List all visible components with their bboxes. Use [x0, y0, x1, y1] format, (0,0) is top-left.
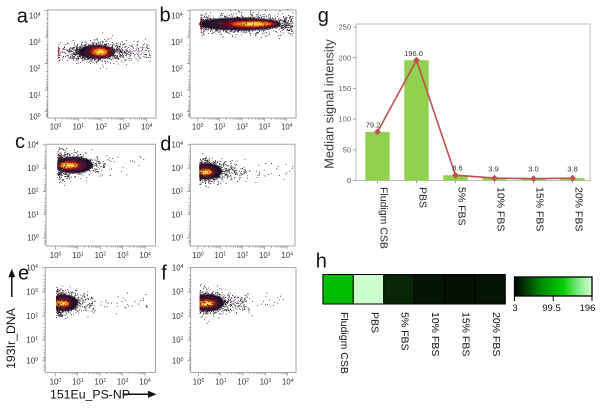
svg-text:104: 104: [172, 141, 184, 150]
svg-text:101: 101: [29, 91, 41, 100]
svg-text:100: 100: [172, 234, 184, 243]
svg-text:103: 103: [27, 164, 39, 173]
svg-text:Fludigm CSB: Fludigm CSB: [338, 312, 350, 374]
svg-text:20% FBS: 20% FBS: [490, 312, 502, 356]
svg-text:10% FBS: 10% FBS: [429, 312, 441, 356]
svg-text:100: 100: [172, 357, 184, 366]
svg-text:103: 103: [259, 123, 271, 132]
svg-text:101: 101: [215, 378, 227, 387]
svg-text:50: 50: [343, 145, 351, 154]
svg-text:102: 102: [95, 123, 107, 132]
svg-text:104: 104: [282, 378, 294, 387]
svg-text:104: 104: [281, 251, 293, 260]
svg-text:20% FBS: 20% FBS: [572, 187, 584, 231]
svg-text:5% FBS: 5% FBS: [399, 312, 411, 351]
svg-text:5% FBS: 5% FBS: [455, 187, 467, 226]
svg-text:103: 103: [29, 38, 41, 47]
svg-text:102: 102: [95, 251, 107, 260]
svg-text:102: 102: [27, 187, 39, 196]
svg-text:a: a: [17, 6, 29, 28]
svg-text:101: 101: [214, 123, 226, 132]
svg-text:100: 100: [193, 378, 205, 387]
svg-text:103: 103: [118, 123, 130, 132]
svg-text:103: 103: [117, 378, 129, 387]
svg-text:100: 100: [50, 123, 62, 132]
svg-text:104: 104: [29, 11, 41, 20]
svg-text:102: 102: [237, 378, 249, 387]
svg-text:b: b: [160, 5, 171, 27]
svg-text:196.0: 196.0: [404, 49, 423, 58]
svg-text:100: 100: [171, 112, 183, 121]
svg-text:101: 101: [215, 251, 227, 260]
svg-text:101: 101: [73, 123, 85, 132]
svg-text:193Ir_DNA: 193Ir_DNA: [4, 307, 18, 369]
svg-text:100: 100: [192, 251, 204, 260]
svg-text:d: d: [160, 134, 171, 156]
svg-text:151Eu_PS-NP: 151Eu_PS-NP: [50, 388, 130, 402]
svg-text:Fludigm CSB: Fludigm CSB: [377, 187, 389, 249]
svg-text:102: 102: [172, 187, 184, 196]
svg-text:103: 103: [260, 378, 272, 387]
svg-text:102: 102: [26, 312, 38, 321]
svg-text:101: 101: [172, 336, 184, 345]
svg-text:99.5: 99.5: [542, 303, 561, 314]
svg-text:103: 103: [259, 251, 271, 260]
svg-text:102: 102: [237, 123, 249, 132]
svg-text:PBS: PBS: [368, 312, 380, 333]
svg-text:f: f: [161, 263, 167, 285]
svg-text:101: 101: [172, 210, 184, 219]
svg-text:104: 104: [171, 11, 183, 20]
svg-text:250: 250: [338, 23, 351, 32]
svg-text:102: 102: [29, 64, 41, 73]
svg-text:196: 196: [580, 303, 596, 314]
svg-text:Median signal intensity: Median signal intensity: [322, 39, 337, 169]
svg-text:104: 104: [139, 378, 151, 387]
svg-text:101: 101: [26, 336, 38, 345]
svg-text:100: 100: [192, 123, 204, 132]
svg-text:3.8: 3.8: [567, 165, 577, 174]
svg-text:102: 102: [172, 312, 184, 321]
svg-text:h: h: [316, 251, 327, 273]
svg-text:e: e: [18, 263, 29, 285]
svg-text:102: 102: [171, 64, 183, 73]
svg-text:104: 104: [141, 123, 153, 132]
svg-text:100: 100: [50, 378, 62, 387]
svg-text:103: 103: [171, 38, 183, 47]
svg-text:103: 103: [172, 288, 184, 297]
svg-text:g: g: [318, 5, 329, 27]
svg-text:101: 101: [72, 251, 84, 260]
svg-text:100: 100: [29, 112, 41, 121]
svg-text:104: 104: [172, 264, 184, 273]
svg-text:100: 100: [50, 251, 62, 260]
svg-text:101: 101: [171, 91, 183, 100]
svg-text:104: 104: [139, 251, 151, 260]
svg-text:104: 104: [26, 264, 38, 273]
svg-text:3.0: 3.0: [528, 165, 538, 174]
svg-text:15% FBS: 15% FBS: [460, 312, 472, 356]
svg-text:103: 103: [117, 251, 129, 260]
svg-text:79.2: 79.2: [366, 121, 381, 130]
svg-text:100: 100: [338, 115, 351, 124]
svg-text:150: 150: [338, 84, 351, 93]
svg-text:104: 104: [27, 141, 39, 150]
svg-text:102: 102: [237, 251, 249, 260]
svg-text:100: 100: [26, 357, 38, 366]
svg-text:0: 0: [347, 176, 351, 185]
svg-text:200: 200: [338, 53, 351, 62]
svg-text:103: 103: [172, 164, 184, 173]
svg-text:PBS: PBS: [416, 187, 428, 208]
svg-text:3.9: 3.9: [488, 165, 498, 174]
svg-text:101: 101: [72, 378, 84, 387]
svg-text:8.6: 8.6: [452, 164, 462, 173]
svg-text:c: c: [15, 131, 25, 153]
svg-text:103: 103: [26, 288, 38, 297]
svg-text:15% FBS: 15% FBS: [533, 187, 545, 231]
svg-text:3: 3: [512, 303, 517, 314]
svg-text:104: 104: [281, 123, 293, 132]
svg-text:101: 101: [27, 210, 39, 219]
svg-text:100: 100: [27, 234, 39, 243]
svg-text:10% FBS: 10% FBS: [494, 187, 506, 231]
svg-text:102: 102: [95, 378, 107, 387]
